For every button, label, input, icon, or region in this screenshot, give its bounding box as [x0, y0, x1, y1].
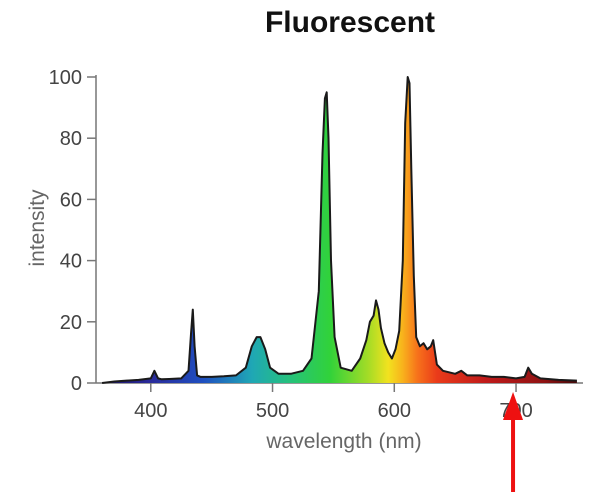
- y-tick-label-20: 20: [60, 312, 82, 334]
- spectrum-line: [101, 76, 577, 384]
- arrow-head: [503, 392, 524, 420]
- x-axis-label: wavelength (nm): [265, 430, 421, 453]
- x-tick-label-400: 400: [134, 400, 167, 422]
- chart-title: Fluorescent: [265, 6, 435, 39]
- y-tick-label-0: 0: [71, 373, 82, 395]
- y-axis-label: intensity: [26, 189, 49, 267]
- y-tick-label-40: 40: [60, 251, 82, 273]
- y-axis: 0 20 40 60 80 100: [49, 67, 97, 395]
- red-arrow-annotation: [503, 392, 524, 492]
- x-tick-label-500: 500: [256, 400, 289, 422]
- x-tick-label-600: 600: [378, 400, 411, 422]
- spectrum-area: [102, 77, 577, 383]
- y-tick-label-60: 60: [60, 189, 82, 211]
- y-tick-label-80: 80: [60, 128, 82, 150]
- y-tick-label-100: 100: [49, 67, 82, 89]
